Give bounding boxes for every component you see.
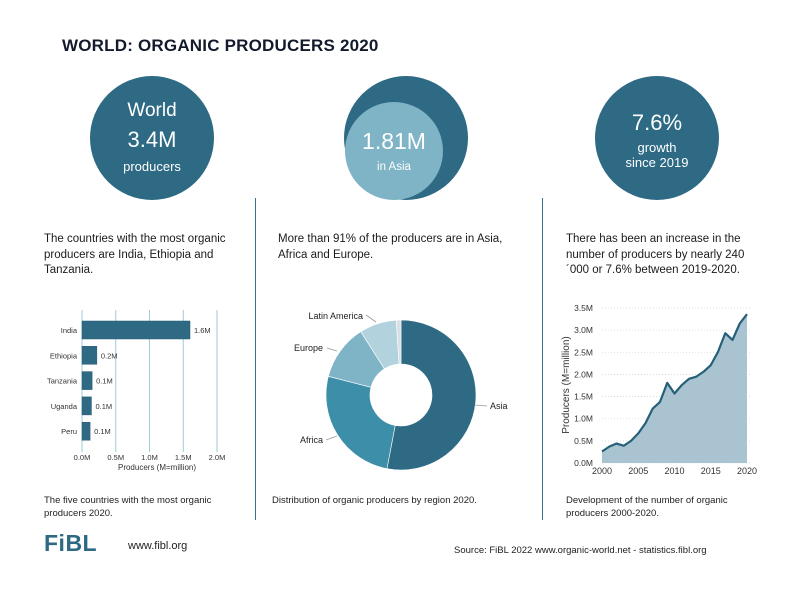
asia-label: in Asia xyxy=(377,161,411,173)
bar-value-label: 0.1M xyxy=(95,402,112,411)
world-unit: producers xyxy=(123,159,181,174)
left-caption: The five countries with the most organic… xyxy=(44,495,212,519)
donut-slice-oceania xyxy=(395,319,402,365)
right-description: There has been an increase in the number… xyxy=(566,233,745,276)
bar-value-label: 0.2M xyxy=(101,351,118,360)
donut-slice-africa xyxy=(325,375,396,470)
bar-ethiopia xyxy=(81,346,98,365)
bar-x-tick-label: 1.5M xyxy=(175,453,192,462)
bar-value-label: 1.6M xyxy=(194,326,211,335)
area-fill xyxy=(602,314,747,463)
area-x-tick-label: 2015 xyxy=(701,466,721,476)
donut-label: Europe xyxy=(294,343,323,353)
growth-label: growth xyxy=(637,140,677,155)
middle-caption: Distribution of organic producers by reg… xyxy=(272,495,477,506)
area-y-tick-label: 3.0M xyxy=(574,325,593,335)
donut-leader-line xyxy=(325,435,338,441)
area-x-tick-label: 2005 xyxy=(628,466,648,476)
donut-label: Latin America xyxy=(308,311,363,321)
bar-x-tick-label: 1.0M xyxy=(141,453,158,462)
bar-category-label: Tanzania xyxy=(47,377,78,386)
growth-circle: 7.6% growth since 2019 xyxy=(595,76,719,200)
source-note: Source: FiBL 2022 www.organic-world.net … xyxy=(454,545,707,556)
bar-x-tick-label: 0.0M xyxy=(74,453,91,462)
donut-label: Africa xyxy=(300,435,323,445)
area-x-tick-label: 2000 xyxy=(592,466,612,476)
website-link[interactable]: www.fibl.org xyxy=(128,540,188,552)
bar-india xyxy=(81,320,191,340)
world-value: 3.4M xyxy=(127,127,177,152)
left-description: The countries with the most organic prod… xyxy=(44,233,226,276)
page-title: WORLD: ORGANIC PRODUCERS 2020 xyxy=(62,36,379,55)
column-divider-left xyxy=(255,198,256,520)
bar-category-label: Peru xyxy=(61,427,77,436)
column-divider-right xyxy=(542,198,543,520)
bar-x-axis-label: Producers (M=million) xyxy=(118,463,196,472)
donut-slice-asia xyxy=(386,319,477,471)
bar-category-label: India xyxy=(61,326,78,335)
area-y-tick-label: 1.5M xyxy=(574,392,593,402)
donut-leader-line xyxy=(474,404,488,407)
bar-tanzania xyxy=(81,371,93,390)
world-label: World xyxy=(127,100,177,121)
bar-category-label: Uganda xyxy=(51,402,78,411)
bar-category-label: Ethiopia xyxy=(50,351,78,360)
growth-value: 7.6% xyxy=(631,110,683,135)
area-x-tick-label: 2020 xyxy=(737,466,757,476)
donut-label: Asia xyxy=(490,401,508,411)
area-x-tick-label: 2010 xyxy=(664,466,684,476)
growth-since: since 2019 xyxy=(625,155,689,170)
area-line xyxy=(601,313,748,453)
world-producers-circle: World 3.4M producers xyxy=(90,76,214,200)
donut-leader-line xyxy=(365,314,377,323)
bar-value-label: 0.1M xyxy=(94,427,111,436)
area-y-tick-label: 0.5M xyxy=(574,436,593,446)
area-y-tick-label: 2.5M xyxy=(574,347,593,357)
bar-peru xyxy=(81,421,91,441)
bar-x-tick-label: 2.0M xyxy=(209,453,226,462)
area-y-tick-label: 2.0M xyxy=(574,369,593,379)
middle-description: More than 91% of the producers are in As… xyxy=(278,233,503,261)
area-y-tick-label: 0.0M xyxy=(574,458,593,468)
asia-value: 1.81M xyxy=(362,128,426,154)
right-caption: Development of the number of organic pro… xyxy=(566,495,728,519)
fibl-logo: FiBL xyxy=(44,530,98,556)
asia-inner-circle: 1.81M in Asia xyxy=(345,102,443,200)
area-y-tick-label: 3.5M xyxy=(574,303,593,313)
bar-x-tick-label: 0.5M xyxy=(107,453,124,462)
area-y-axis-label: Producers (M=million) xyxy=(561,336,572,434)
area-y-tick-label: 1.0M xyxy=(574,414,593,424)
bar-value-label: 0.1M xyxy=(96,377,113,386)
donut-leader-line xyxy=(326,347,338,352)
bar-uganda xyxy=(81,396,92,416)
